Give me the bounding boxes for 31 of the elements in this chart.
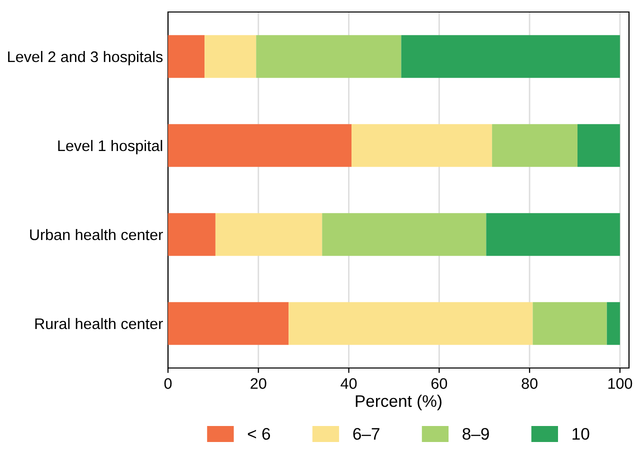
x-tick-label: 0 [164, 378, 172, 389]
x-tick-label: 100 [608, 378, 632, 389]
bar [215, 213, 322, 256]
y-tick-label: Level 1 hospital [58, 140, 162, 154]
bar [168, 213, 216, 256]
bar [492, 124, 578, 167]
legend-label: 8–9 [462, 428, 489, 440]
bar [168, 302, 289, 345]
bar [256, 35, 402, 78]
y-tick-label: Level 2 and 3 hospitals [8, 50, 163, 66]
legend-label: 6–7 [353, 428, 380, 440]
bar [322, 213, 486, 256]
x-tick-label: 20 [250, 378, 266, 389]
y-tick-label: Urban health center [30, 228, 163, 240]
legend-label: < 6 [248, 428, 270, 440]
bar [288, 302, 533, 345]
x-tick-label: 60 [431, 378, 448, 389]
bar [168, 35, 205, 78]
bar [532, 302, 607, 345]
y-tick-label: Rural health center [35, 318, 163, 330]
bar [168, 124, 352, 167]
bar [401, 35, 620, 78]
bar [486, 213, 620, 256]
x-tick-label: 80 [522, 378, 538, 389]
x-axis-title: Percent (%) [356, 394, 442, 410]
bar [204, 35, 256, 78]
x-tick-label: 40 [340, 378, 357, 389]
bar [351, 124, 492, 167]
bar [606, 302, 620, 345]
bar [577, 124, 620, 167]
legend-label: 10 [572, 428, 590, 440]
